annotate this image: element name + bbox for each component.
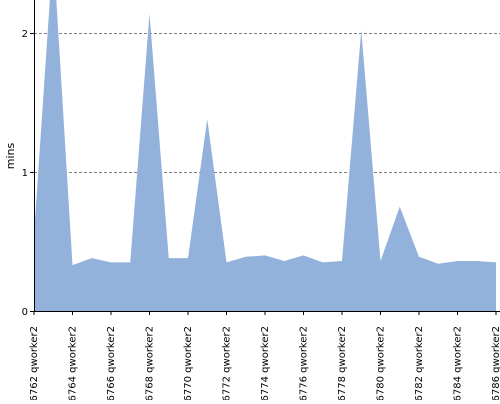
- y-tick-label: 1: [22, 168, 28, 179]
- y-tick-label: 0: [22, 307, 28, 318]
- x-tick-label: #6774 qworker2: [260, 326, 271, 400]
- x-tick-label: #6776 qworker2: [299, 326, 310, 400]
- x-tick-label: #6768 qworker2: [145, 326, 156, 400]
- x-tick-label: #6764 qworker2: [68, 326, 79, 400]
- x-tick-labels: #6762 qworker2 #6764 qworker2 #6766 qworke…: [29, 311, 500, 404]
- y-tick-label: 2: [22, 29, 28, 40]
- x-tick-label: #6780 qworker2: [376, 326, 387, 400]
- x-tick-label: #6782 qworker2: [414, 326, 425, 400]
- x-tick-label: #6770 qworker2: [183, 326, 194, 400]
- y-axis-label: mins: [4, 142, 17, 169]
- x-tick-label: #6778 qworker2: [337, 326, 348, 400]
- series-area-layer: [34, 0, 496, 311]
- y-tick-labels: 0 1 2: [22, 29, 34, 318]
- x-tick-label: #6784 qworker2: [453, 326, 464, 400]
- gridlines: [34, 33, 500, 173]
- x-tick-label: #6766 qworker2: [106, 326, 117, 400]
- x-tick-label: #6772 qworker2: [222, 326, 233, 400]
- series-area: [34, 0, 496, 311]
- x-tick-label: #6786 qworker2: [491, 326, 500, 400]
- x-tick-label: #6762 qworker2: [29, 326, 40, 400]
- axes: [34, 0, 500, 312]
